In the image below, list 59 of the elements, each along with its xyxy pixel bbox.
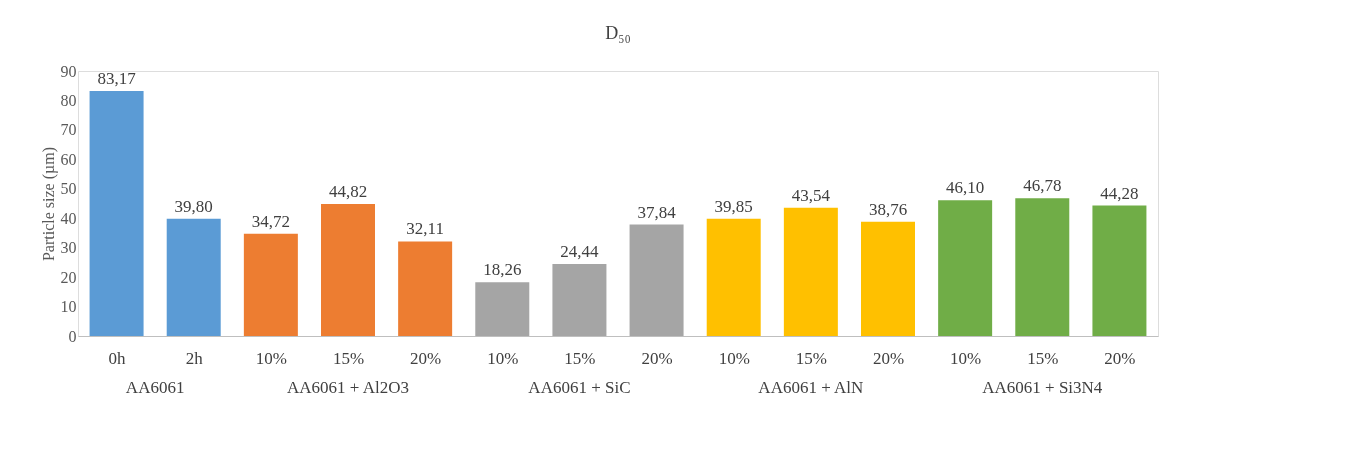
y-tick-label: 80 xyxy=(60,91,77,109)
data-label: 44,28 xyxy=(1100,183,1139,203)
text: AA6061 + SiC xyxy=(528,378,631,397)
data-label: 46,10 xyxy=(946,178,985,198)
y-tick-label: 70 xyxy=(60,121,77,139)
bar xyxy=(166,218,221,336)
data-label: 83,17 xyxy=(97,69,137,89)
text: AA6061 xyxy=(125,378,185,397)
data-label: 39,80 xyxy=(174,196,213,216)
data-label: 34,72 xyxy=(251,211,290,231)
data-label: 44,82 xyxy=(328,182,368,202)
data-label: 37,84 xyxy=(637,202,677,222)
x-tick-label: 10% xyxy=(487,348,519,368)
bar xyxy=(243,233,298,336)
y-tick-label: 50 xyxy=(60,180,77,198)
bar xyxy=(89,91,144,336)
y-tick-label: 0 xyxy=(68,327,77,345)
bar xyxy=(321,204,375,336)
x-tick-label: 20% xyxy=(872,348,905,368)
data-label: 24,44 xyxy=(560,242,600,262)
x-tick-label: 20% xyxy=(1104,348,1136,368)
text: AA6061 + Si3N4 xyxy=(982,378,1103,397)
bar xyxy=(475,282,530,336)
x-tick-label: 15% xyxy=(332,348,365,368)
bar xyxy=(1015,198,1070,336)
x-tick-label: 10% xyxy=(255,348,287,368)
y-tick-label: 30 xyxy=(60,239,77,257)
chart-title: D₅₀ xyxy=(605,23,631,43)
data-label: 32,11 xyxy=(406,219,444,239)
x-tick-label: 10% xyxy=(718,348,750,368)
y-tick-label: 60 xyxy=(60,150,77,168)
x-tick-label: 15% xyxy=(564,348,596,368)
bar xyxy=(552,264,607,336)
data-label: 18,26 xyxy=(483,260,522,280)
y-tick-label: 10 xyxy=(60,298,77,316)
x-tick-label: 20% xyxy=(410,348,442,368)
data-label: 43,54 xyxy=(791,185,831,205)
x-tick-label: 0h xyxy=(108,348,127,368)
y-tick-label: 20 xyxy=(60,268,77,286)
text: AA6061 + AlN xyxy=(758,378,864,397)
bar xyxy=(706,218,761,336)
y-axis-title: Particle size (µm) xyxy=(39,146,58,262)
x-tick-label: 15% xyxy=(795,348,827,368)
x-tick-label: 20% xyxy=(641,348,673,368)
x-tick-label: 10% xyxy=(950,348,982,368)
bar xyxy=(783,207,838,336)
x-tick-label: 2h xyxy=(185,348,204,368)
y-tick-label: 40 xyxy=(60,209,77,227)
bar xyxy=(629,224,684,336)
data-label: 39,85 xyxy=(714,196,753,216)
bar xyxy=(1092,205,1147,336)
data-label: 38,76 xyxy=(868,199,908,219)
bar xyxy=(938,200,993,336)
y-tick-label: 90 xyxy=(60,62,77,80)
x-tick-label: 15% xyxy=(1027,348,1059,368)
text: AA6061 + Al2O3 xyxy=(287,378,409,397)
data-label: 46,78 xyxy=(1023,176,1062,196)
bar xyxy=(398,241,453,336)
bar xyxy=(861,221,915,336)
